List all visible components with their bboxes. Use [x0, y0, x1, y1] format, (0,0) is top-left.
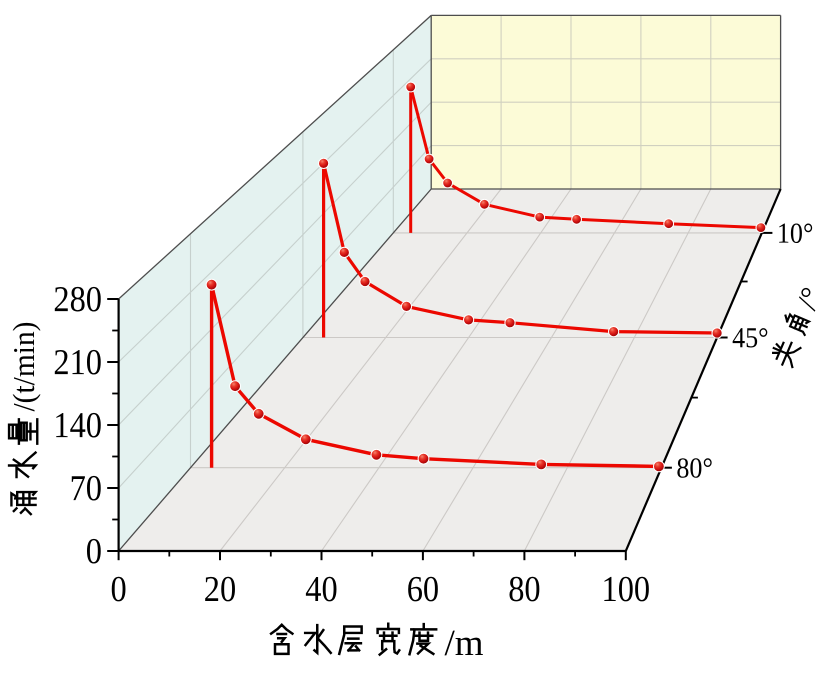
- svg-text:10°: 10°: [777, 218, 814, 250]
- svg-text:80°: 80°: [676, 453, 713, 485]
- svg-text:0: 0: [86, 530, 102, 571]
- svg-text:210: 210: [53, 341, 102, 382]
- svg-text:/m: /m: [444, 623, 483, 664]
- svg-text:100: 100: [601, 568, 650, 609]
- svg-text:140: 140: [53, 404, 102, 445]
- svg-text:80: 80: [508, 568, 540, 609]
- svg-text:45°: 45°: [732, 322, 769, 354]
- svg-text:/(t/min): /(t/min): [6, 322, 41, 412]
- svg-text:70: 70: [70, 467, 102, 508]
- svg-text:20: 20: [204, 568, 236, 609]
- svg-text:60: 60: [407, 568, 439, 609]
- svg-text:40: 40: [305, 568, 337, 609]
- svg-text:0: 0: [110, 568, 126, 609]
- svg-text:280: 280: [53, 278, 102, 319]
